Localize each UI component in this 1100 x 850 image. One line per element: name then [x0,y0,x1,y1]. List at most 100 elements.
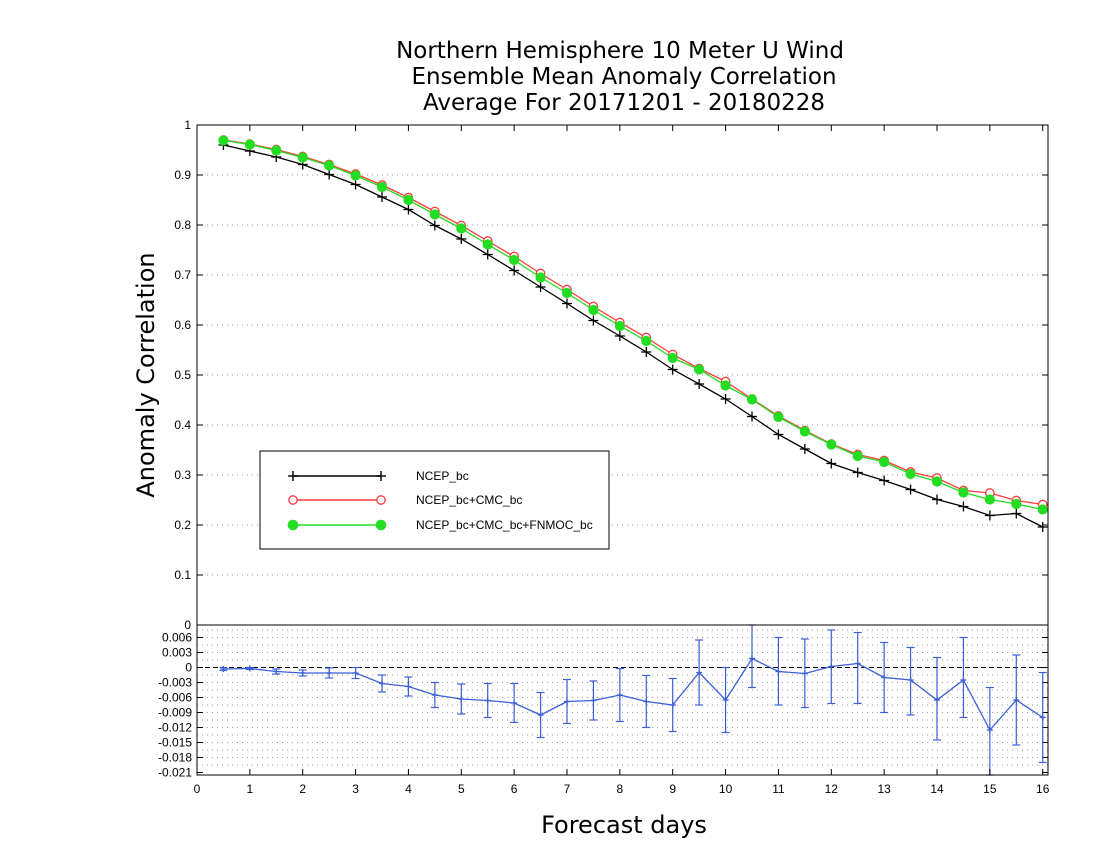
bottom-y-axis-ticks: 0.0060.0030-0.003-0.006-0.009-0.012-0.01… [158,631,1048,780]
series-1-point [852,467,863,478]
series-3-point [852,450,863,462]
bottom-ytick-label: -0.012 [158,721,192,735]
series-3-point [482,239,493,250]
top-y-axis-ticks: 0 0.1 0.2 0.3 0.4 0.5 0.6 0.7 0.8 0.9 1 [174,118,1048,632]
xtick-label: 1 [247,782,254,796]
series-1-point [403,204,414,215]
top-ytick-label: 0 [184,618,191,632]
series-3-point [297,152,308,163]
xtick-label: 8 [617,782,624,796]
legend-marker [375,519,387,531]
bottom-ytick-label: -0.021 [158,766,192,780]
series-1-point [324,169,335,180]
series-1-point [456,234,467,244]
series-1-point [932,494,942,505]
series-1-point [694,379,705,389]
series-3-point [324,160,335,171]
difference-point [220,666,227,672]
top-ytick-label: 0.9 [174,168,191,182]
xtick-label: 13 [877,782,891,796]
series-3-point [958,487,969,498]
difference-point [590,697,597,704]
difference-point [986,727,993,733]
legend-marker [287,519,299,531]
legend: NCEP_bc NCEP_bc+CMC_bc NCEP_bc+CMC_bc+FNMO… [259,450,610,550]
series-3-point [403,194,414,206]
series-1-point [614,331,625,341]
xtick-label: 11 [772,782,785,796]
xtick-label: 9 [669,782,676,796]
series-1-point [905,484,916,495]
series-3-point [509,254,520,266]
series-1-point [377,192,387,202]
bottom-ytick-label: -0.015 [158,736,192,750]
series-3-point [905,468,916,480]
series-3-point [773,411,784,423]
series-1-point [826,458,837,469]
top-ytick-label: 0.1 [174,568,191,582]
legend-label: NCEP_bc+CMC_bc+FNMOC_bc [416,518,593,532]
top-ytick-label: 0.4 [174,418,191,432]
series-1-point [429,220,440,231]
difference-point [246,665,253,672]
xtick-label: 0 [194,782,201,796]
series-3-point [244,139,255,150]
series-3-point [720,380,731,391]
xtick-label: 4 [405,782,412,796]
difference-point [299,670,306,676]
series-3-point [746,394,758,405]
top-ytick-label: 1 [184,118,191,132]
difference-point [379,680,385,687]
series-1-point [641,347,652,357]
series-1-point [984,510,995,521]
bottom-gridlines [197,629,1048,766]
series-1-point [773,429,784,440]
series-3-point [614,320,625,332]
legend-item-3: NCEP_bc+CMC_bc+FNMOC_bc [287,518,593,532]
top-ytick-label: 0.3 [174,468,191,482]
xtick-label: 16 [1036,782,1050,796]
top-ytick-label: 0.7 [174,268,191,282]
y-axis-title: Anomaly Correlation [132,252,160,497]
series-3-point [826,439,837,450]
difference-point [696,669,703,676]
series-1-point [1011,508,1022,519]
difference-point [881,674,888,681]
legend-label: NCEP_bc+CMC_bc [416,493,522,507]
series-1-point [1037,522,1048,532]
series-1-point [799,444,810,454]
bottom-ytick-label: 0.003 [162,646,192,660]
difference-point [643,698,650,705]
legend-marker [288,495,298,505]
x-axis-ticks: 0 1 2 3 4 5 6 7 8 9 10 11 12 13 14 15 16 [194,125,1050,796]
xtick-label: 14 [930,782,944,796]
bottom-ytick-label: 0.006 [162,631,192,645]
difference-point [431,692,438,698]
difference-point [326,670,333,676]
xtick-label: 2 [299,782,306,796]
series-1-point [879,475,890,486]
difference-point [564,698,570,705]
series-1-point [535,282,546,292]
bottom-ytick-label: -0.003 [158,676,192,690]
bottom-ytick-label: -0.018 [158,751,192,765]
difference-point [405,683,412,690]
series-3-point [429,209,440,220]
series-3-point [588,304,599,316]
series-3-point [456,223,467,234]
bottom-ytick-label: 0 [185,661,192,675]
series-1-point [958,501,969,512]
difference-point [1013,697,1020,703]
difference-point [273,668,280,675]
difference-point [960,677,967,683]
bottom-ytick-label: -0.009 [158,706,192,720]
x-axis-title: Forecast days [541,811,707,839]
bottom-plot-frame [196,624,1049,776]
difference-point [801,670,808,677]
series-1-point [562,298,572,309]
series-3-point [1011,498,1022,510]
xtick-label: 5 [458,782,465,796]
legend-label: NCEP_bc [416,469,469,483]
series-3-point [879,456,890,468]
